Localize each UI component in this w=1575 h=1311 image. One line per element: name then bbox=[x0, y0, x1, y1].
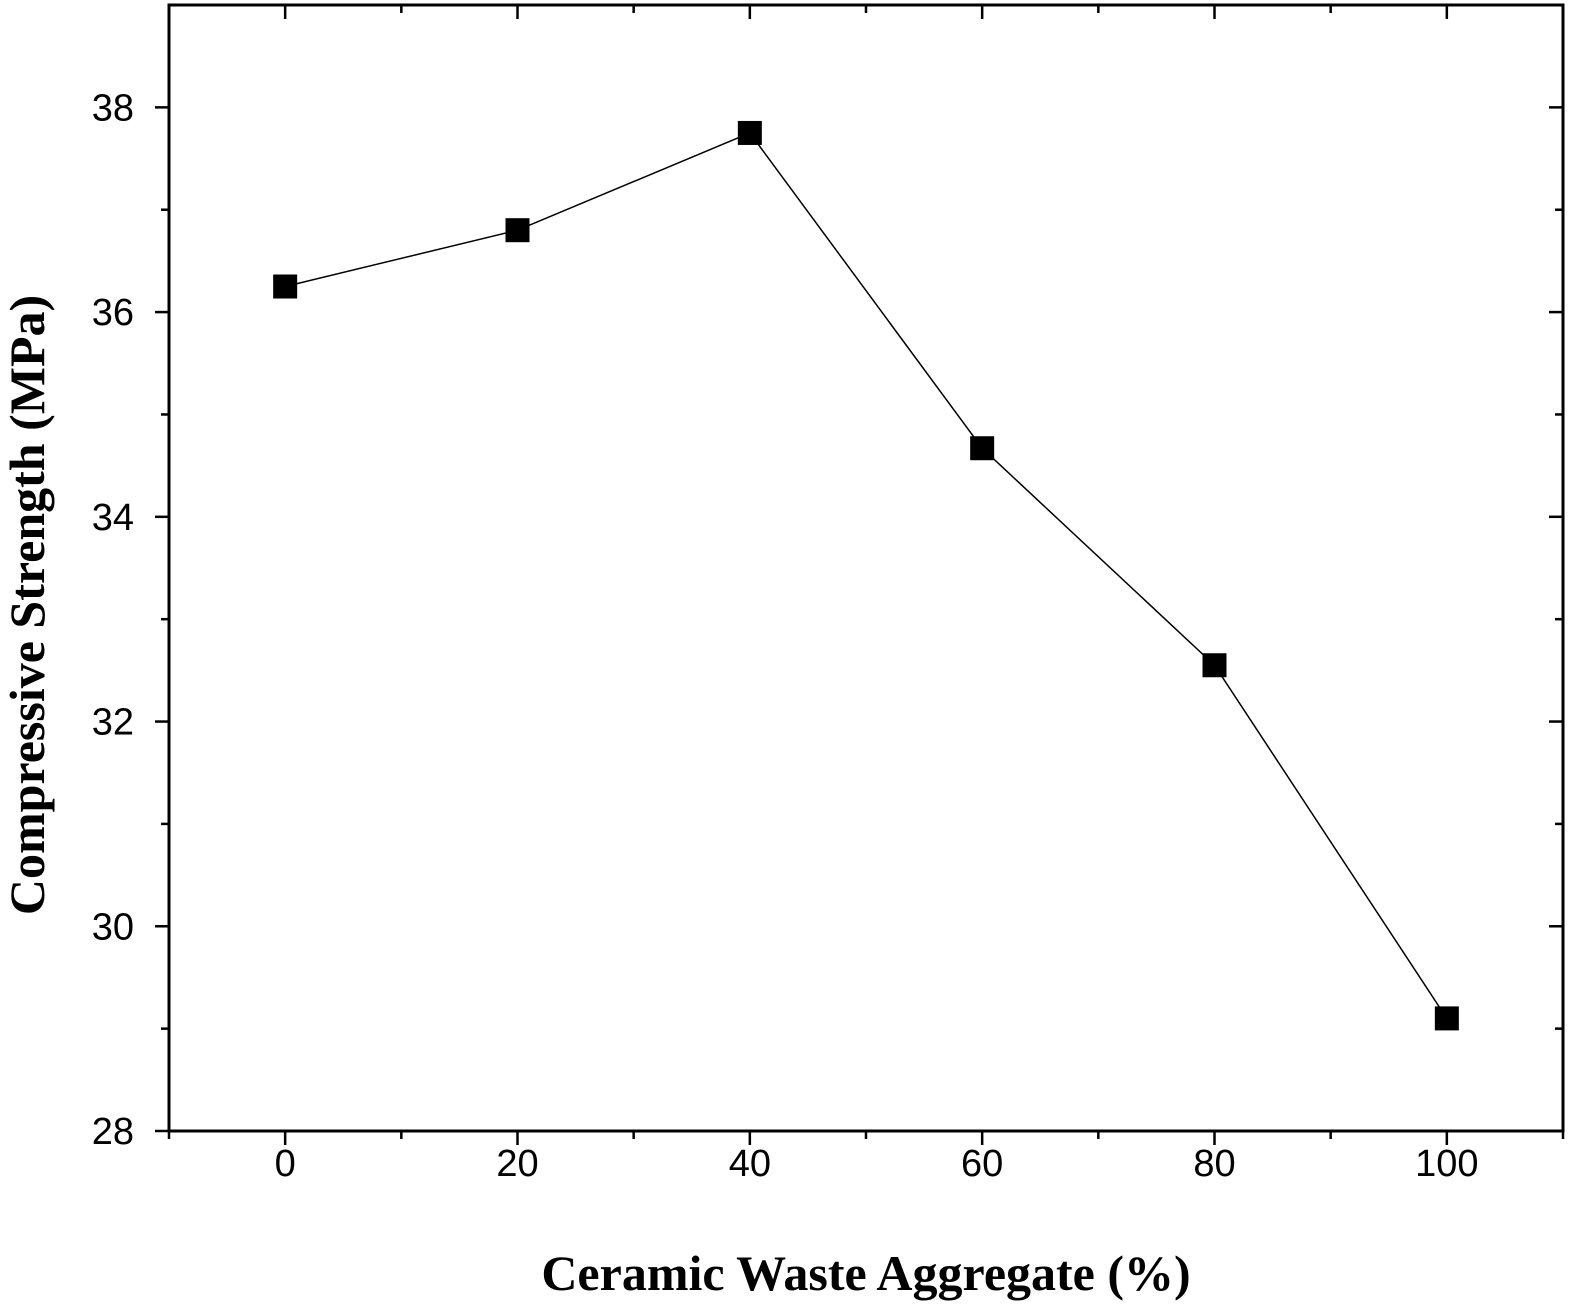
x-tick-label: 0 bbox=[275, 1143, 296, 1185]
data-point bbox=[1202, 653, 1227, 678]
y-axis-title: Compressive Strength (MPa) bbox=[0, 295, 55, 915]
x-tick-label: 80 bbox=[1193, 1143, 1235, 1185]
series bbox=[273, 120, 1459, 1031]
data-point bbox=[1434, 1006, 1459, 1031]
data-point bbox=[505, 218, 530, 243]
plot-frame bbox=[167, 3, 1565, 1133]
series-line bbox=[284, 132, 1448, 1019]
y-tick-label: 36 bbox=[92, 292, 134, 334]
ticks bbox=[155, 5, 1565, 1145]
tick-labels: 0 20 40 60 80 100 28 30 32 34 36 38 bbox=[92, 87, 1479, 1185]
y-tick-label: 30 bbox=[92, 906, 134, 948]
data-point bbox=[273, 274, 298, 299]
data-point bbox=[970, 436, 995, 461]
x-tick-label: 20 bbox=[496, 1143, 538, 1185]
y-tick-label: 32 bbox=[92, 702, 134, 744]
y-tick-label: 34 bbox=[92, 497, 134, 539]
x-tick-label: 60 bbox=[961, 1143, 1003, 1185]
axes bbox=[167, 3, 1565, 1133]
y-tick-label: 38 bbox=[92, 87, 134, 129]
data-point bbox=[737, 120, 762, 145]
x-tick-label: 40 bbox=[729, 1143, 771, 1185]
x-tick-label: 100 bbox=[1415, 1143, 1478, 1185]
x-axis-title: Ceramic Waste Aggregate (%) bbox=[541, 1245, 1190, 1301]
y-tick-label: 28 bbox=[92, 1111, 134, 1153]
